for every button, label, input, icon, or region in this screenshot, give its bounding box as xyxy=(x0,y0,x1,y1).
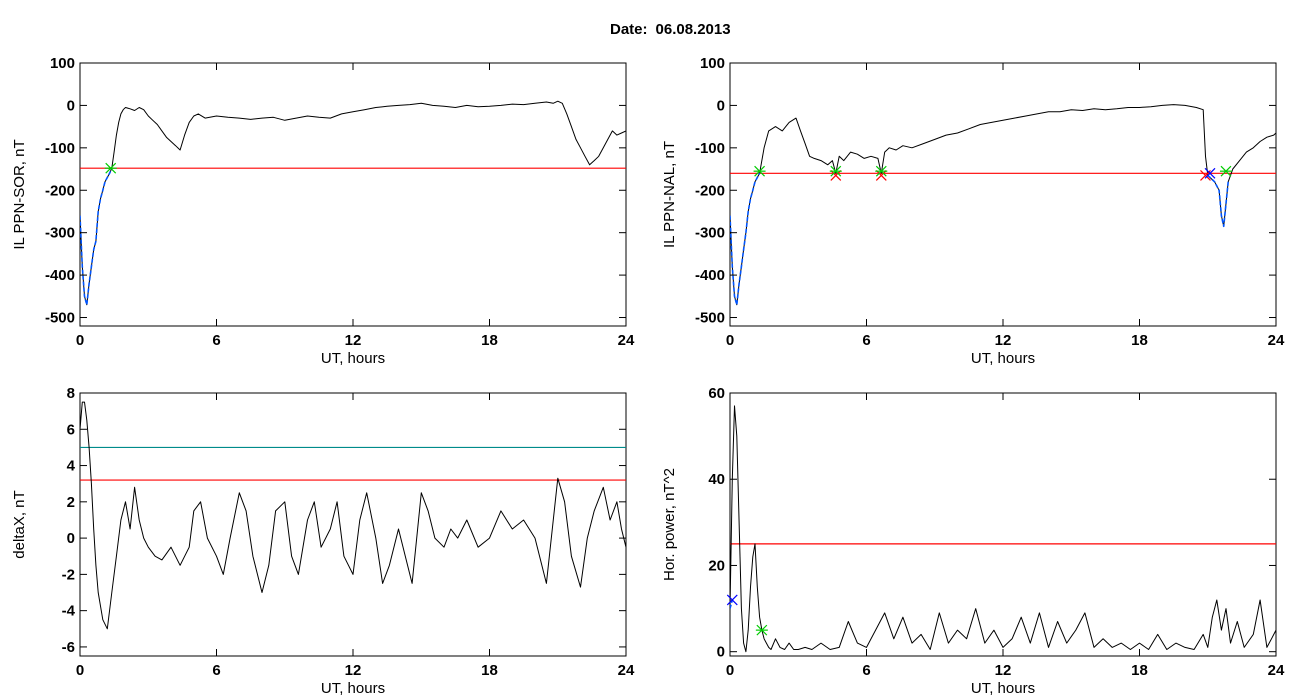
y-tick-label: 100 xyxy=(700,55,725,72)
y-tick-label: -6 xyxy=(62,639,75,656)
green-star-marker xyxy=(753,165,766,177)
red-x-marker xyxy=(830,169,842,181)
y-tick-label: -100 xyxy=(695,140,725,157)
y-tick-label: -400 xyxy=(45,267,75,284)
y-tick-label: -500 xyxy=(45,310,75,327)
y-tick-label: 0 xyxy=(67,97,75,114)
plot-area xyxy=(80,100,626,306)
x-tick-label: 24 xyxy=(618,332,635,349)
x-tick-label: 6 xyxy=(862,332,870,349)
y-tick-label: -400 xyxy=(695,267,725,284)
x-tick-label: 6 xyxy=(212,332,220,349)
y-axis-title: Hor. power, nT^2 xyxy=(661,468,678,581)
chart-panel-il-nal: 0 6 12 18 24 100 0 -100 -200 -300 -400 -500 UT, hour… xyxy=(661,55,1285,367)
plot-area xyxy=(730,104,1276,306)
plot-area xyxy=(80,401,626,630)
y-tick-label: -4 xyxy=(62,603,76,620)
y-tick-label: 40 xyxy=(708,471,725,488)
data-series-line xyxy=(80,100,626,306)
y-tick-label: -100 xyxy=(45,140,75,157)
x-tick-label: 12 xyxy=(995,662,1012,679)
y-tick-label: 6 xyxy=(67,421,75,438)
y-tick-label: 100 xyxy=(50,55,75,72)
y-tick-label: -500 xyxy=(695,310,725,327)
data-series-line xyxy=(730,405,1276,653)
chart-panel-hor-power: 0 6 12 18 24 60 40 20 0 UT, hours Hor. power, nT^2 xyxy=(661,385,1285,697)
plot-frame xyxy=(79,392,627,657)
blue-x-marker xyxy=(1204,167,1216,179)
y-tick-label: 0 xyxy=(67,530,75,547)
chart-panel-deltax: 0 6 12 18 24 8 6 4 2 0 -2 -4 -6 UT, hours deltaX, nT xyxy=(11,385,635,697)
plot-frame xyxy=(729,392,1277,657)
y-tick-label: 20 xyxy=(708,557,725,574)
x-tick-label: 18 xyxy=(481,662,498,679)
x-tick-label: 18 xyxy=(1131,332,1148,349)
x-tick-label: 6 xyxy=(862,662,870,679)
data-series-line xyxy=(80,401,626,630)
highlight-series-line xyxy=(1207,174,1229,228)
y-axis-title: deltaX, nT xyxy=(11,490,28,558)
green-star-marker xyxy=(875,165,888,177)
date-prefix: Date: xyxy=(610,21,648,38)
x-axis-title: UT, hours xyxy=(971,680,1035,697)
y-tick-label: -200 xyxy=(695,182,725,199)
x-axis-title: UT, hours xyxy=(971,350,1035,367)
date-value: 06.08.2013 xyxy=(656,21,731,38)
x-tick-label: 0 xyxy=(726,662,734,679)
y-axis-title: IL PPN-NAL, nT xyxy=(661,141,678,248)
x-axis-title: UT, hours xyxy=(321,680,385,697)
green-star-marker xyxy=(104,162,117,174)
date-label: Date: 06.08.2013 xyxy=(610,21,731,38)
plot-area xyxy=(730,405,1276,653)
x-tick-label: 24 xyxy=(1268,332,1285,349)
green-star-marker xyxy=(829,165,842,177)
y-tick-label: 8 xyxy=(67,385,75,402)
blue-x-marker xyxy=(726,594,738,606)
y-tick-label: 4 xyxy=(67,458,76,475)
data-series-line xyxy=(730,104,1276,306)
plot-frame xyxy=(729,62,1277,327)
highlight-series-line xyxy=(730,599,734,609)
y-tick-label: 0 xyxy=(717,97,725,114)
highlight-series-line xyxy=(730,172,761,306)
x-tick-label: 0 xyxy=(726,332,734,349)
green-star-marker xyxy=(1219,165,1232,177)
highlight-series-line xyxy=(80,167,113,306)
x-tick-label: 0 xyxy=(76,662,84,679)
x-tick-label: 18 xyxy=(481,332,498,349)
chart-panel-il-sor: 0 6 12 18 24 100 0 -100 -200 -300 -400 -500 UT, hour… xyxy=(11,55,635,367)
x-tick-label: 12 xyxy=(995,332,1012,349)
green-star-marker xyxy=(755,624,768,636)
x-tick-label: 24 xyxy=(1268,662,1285,679)
y-tick-label: -200 xyxy=(45,182,75,199)
x-axis-title: UT, hours xyxy=(321,350,385,367)
x-tick-label: 6 xyxy=(212,662,220,679)
y-tick-label: 60 xyxy=(708,385,725,402)
red-x-marker xyxy=(875,169,887,181)
x-tick-label: 12 xyxy=(345,662,362,679)
y-tick-label: 0 xyxy=(717,644,725,661)
y-axis-title: IL PPN-SOR, nT xyxy=(11,139,28,249)
x-tick-label: 18 xyxy=(1131,662,1148,679)
x-tick-label: 24 xyxy=(618,662,635,679)
y-tick-label: 2 xyxy=(67,494,75,511)
x-tick-label: 0 xyxy=(76,332,84,349)
y-tick-label: -300 xyxy=(695,225,725,242)
y-tick-label: -2 xyxy=(62,566,75,583)
x-tick-label: 12 xyxy=(345,332,362,349)
y-tick-label: -300 xyxy=(45,225,75,242)
